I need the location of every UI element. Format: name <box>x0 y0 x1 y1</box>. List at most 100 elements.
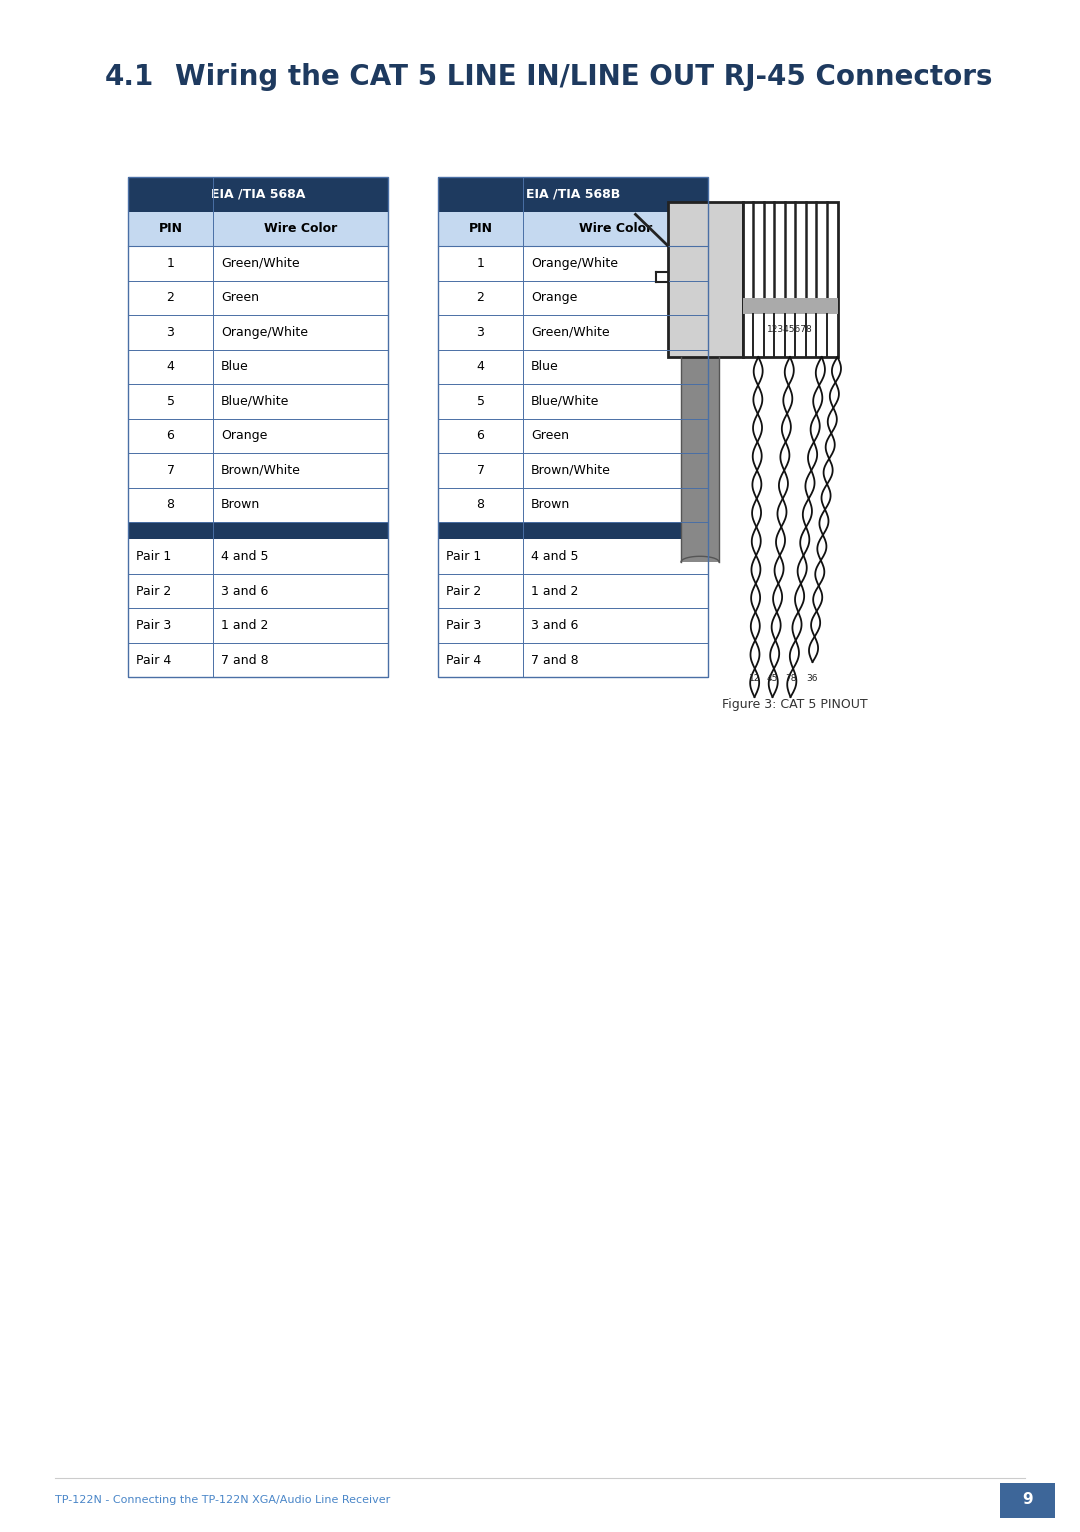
Bar <box>129 643 388 677</box>
Text: Pair 1: Pair 1 <box>136 550 172 562</box>
Bar <box>438 643 708 677</box>
Text: 1: 1 <box>166 257 175 270</box>
Text: Pair 4: Pair 4 <box>136 654 172 666</box>
Text: Wire Color: Wire Color <box>579 222 652 236</box>
Bar <box>129 316 388 349</box>
Text: Pair 2: Pair 2 <box>136 585 172 597</box>
Bar <box>438 349 708 385</box>
Text: 4 and 5: 4 and 5 <box>221 550 269 562</box>
Bar <box>129 453 388 487</box>
Text: 1 and 2: 1 and 2 <box>221 619 268 633</box>
Text: 7 and 8: 7 and 8 <box>531 654 579 666</box>
Bar <box>438 178 708 677</box>
Text: Blue: Blue <box>221 360 248 374</box>
Text: 36: 36 <box>807 674 819 683</box>
Text: Brown: Brown <box>221 498 260 512</box>
Text: 78: 78 <box>785 674 796 683</box>
Text: 12345678: 12345678 <box>767 325 813 334</box>
Text: 4 and 5: 4 and 5 <box>531 550 579 562</box>
Text: 2: 2 <box>166 291 175 305</box>
Text: 1: 1 <box>476 257 485 270</box>
Text: 3: 3 <box>166 326 175 339</box>
Text: Brown/White: Brown/White <box>531 464 611 476</box>
Text: 5: 5 <box>166 395 175 408</box>
Bar <box>129 522 388 539</box>
Bar <box>1000 1483 1055 1518</box>
Text: 6: 6 <box>166 429 175 443</box>
Bar <box>129 349 388 385</box>
Text: Blue/White: Blue/White <box>531 395 599 408</box>
Text: 5: 5 <box>476 395 485 408</box>
Text: 3 and 6: 3 and 6 <box>221 585 268 597</box>
Text: 6: 6 <box>476 429 485 443</box>
Bar <box>438 574 708 608</box>
Text: Pair 3: Pair 3 <box>136 619 172 633</box>
Text: 2: 2 <box>476 291 485 305</box>
Bar <box>129 574 388 608</box>
Bar <box>129 487 388 522</box>
Text: 1 and 2: 1 and 2 <box>531 585 579 597</box>
Bar <box>129 280 388 316</box>
Text: 7 and 8: 7 and 8 <box>221 654 269 666</box>
Bar <box>438 211 708 247</box>
Bar <box>667 202 743 357</box>
Text: Green/White: Green/White <box>531 326 609 339</box>
Text: Pair 2: Pair 2 <box>446 585 482 597</box>
Text: 4: 4 <box>476 360 485 374</box>
Text: 3: 3 <box>476 326 485 339</box>
Text: Green: Green <box>531 429 569 443</box>
Text: Green: Green <box>221 291 259 305</box>
Text: 4.1: 4.1 <box>105 63 154 90</box>
Bar <box>438 385 708 418</box>
Bar <box>438 453 708 487</box>
Bar <box>438 487 708 522</box>
Text: 8: 8 <box>166 498 175 512</box>
Text: Pair 4: Pair 4 <box>446 654 482 666</box>
Bar <box>129 385 388 418</box>
Text: Figure 3: CAT 5 PINOUT: Figure 3: CAT 5 PINOUT <box>723 697 868 711</box>
Text: TP-122N - Connecting the TP-122N XGA/Audio Line Receiver: TP-122N - Connecting the TP-122N XGA/Aud… <box>55 1495 390 1504</box>
Text: Blue/White: Blue/White <box>221 395 289 408</box>
Text: 45: 45 <box>767 674 779 683</box>
Text: 3 and 6: 3 and 6 <box>531 619 579 633</box>
Text: Orange: Orange <box>221 429 268 443</box>
Text: EIA /TIA 568B: EIA /TIA 568B <box>526 188 620 201</box>
Text: Pair 1: Pair 1 <box>446 550 482 562</box>
Text: Pair 3: Pair 3 <box>446 619 482 633</box>
Text: 4: 4 <box>166 360 175 374</box>
Text: Green/White: Green/White <box>221 257 299 270</box>
Text: Blue: Blue <box>531 360 558 374</box>
Text: Orange/White: Orange/White <box>221 326 308 339</box>
Text: Brown: Brown <box>531 498 570 512</box>
Bar <box>438 316 708 349</box>
Text: Brown/White: Brown/White <box>221 464 301 476</box>
Text: Orange/White: Orange/White <box>531 257 618 270</box>
Bar <box>129 418 388 453</box>
Bar <box>129 211 388 247</box>
Text: Wire Color: Wire Color <box>264 222 337 236</box>
Text: Wiring the CAT 5 LINE IN/LINE OUT RJ-45 Connectors: Wiring the CAT 5 LINE IN/LINE OUT RJ-45 … <box>175 63 993 90</box>
Bar <box>438 522 708 539</box>
Bar <box>129 608 388 643</box>
Bar <box>129 178 388 211</box>
Text: EIA /TIA 568A: EIA /TIA 568A <box>211 188 306 201</box>
Bar <box>743 202 837 357</box>
Bar <box>438 178 708 211</box>
Text: 9: 9 <box>1022 1492 1032 1507</box>
Text: PIN: PIN <box>469 222 492 236</box>
Bar <box>438 539 708 574</box>
Bar <box>129 247 388 280</box>
Bar <box>438 418 708 453</box>
Bar <box>129 178 388 677</box>
Text: 12: 12 <box>748 674 760 683</box>
Bar <box>681 357 719 562</box>
Text: PIN: PIN <box>159 222 183 236</box>
Text: Orange: Orange <box>531 291 578 305</box>
Bar <box>438 247 708 280</box>
Bar <box>129 539 388 574</box>
Bar <box>743 299 837 314</box>
Text: 7: 7 <box>166 464 175 476</box>
Bar <box>438 280 708 316</box>
Text: 7: 7 <box>476 464 485 476</box>
Text: 8: 8 <box>476 498 485 512</box>
